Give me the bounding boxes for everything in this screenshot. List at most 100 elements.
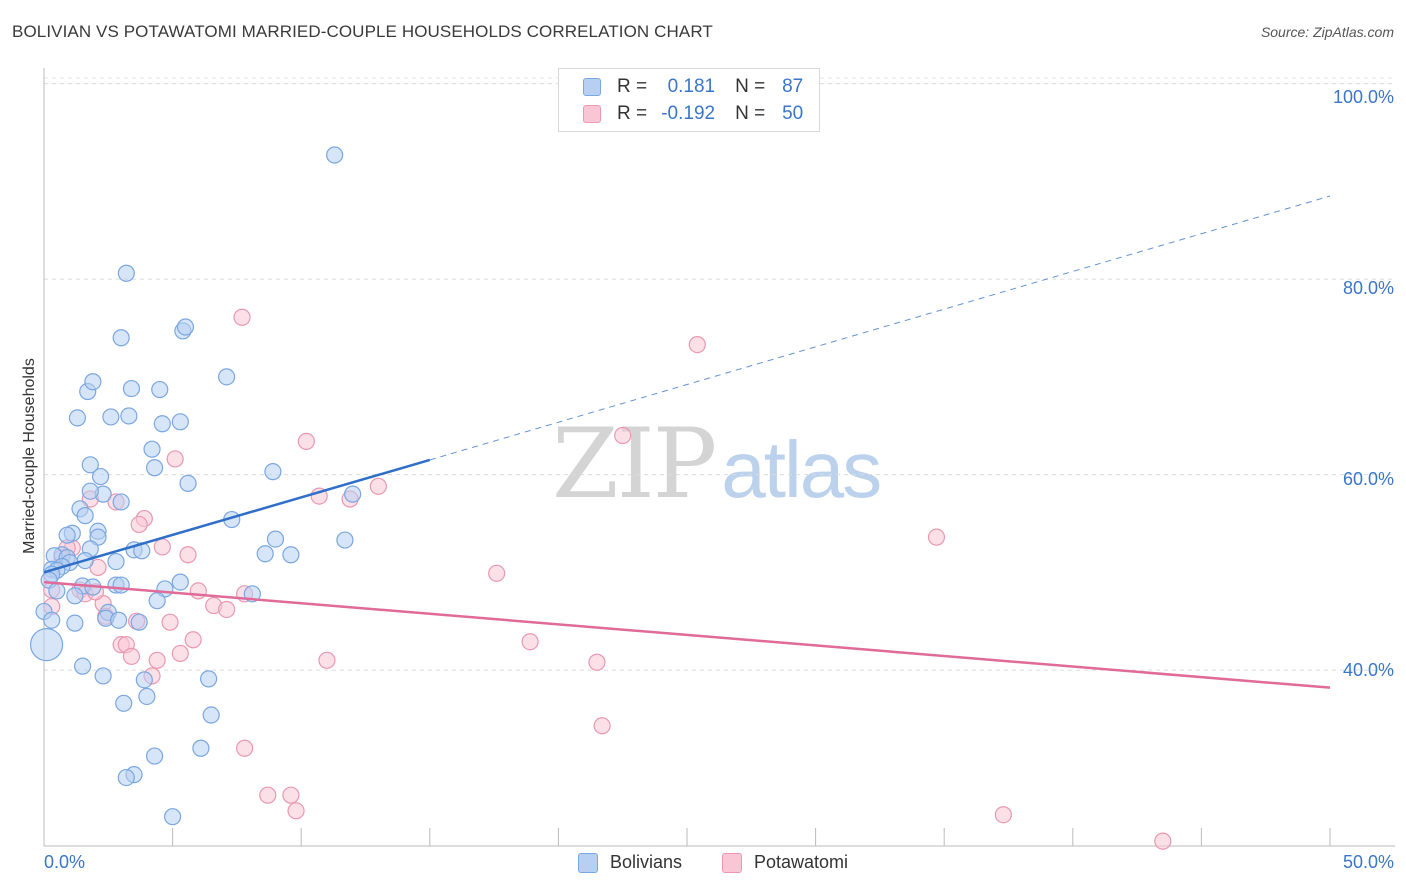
r-label: R = <box>617 103 648 124</box>
bolivians-point <box>107 552 125 571</box>
bolivians-trend-line <box>43 458 431 574</box>
legend-label-potawatomi: Potawatomi <box>754 852 849 872</box>
bolivians-point <box>164 808 182 826</box>
bolivians-point <box>73 657 92 675</box>
potawatomi-point <box>122 647 141 665</box>
bolivians-point <box>179 474 197 492</box>
x-tick-min: 0.0% <box>44 852 86 872</box>
n-value: 50 <box>782 103 804 124</box>
potawatomi-point <box>994 806 1012 824</box>
potawatomi-point <box>189 582 207 600</box>
bolivians-point <box>76 507 94 525</box>
legend-label-bolivians: Bolivians <box>610 852 683 872</box>
potawatomi-point <box>282 786 300 804</box>
watermark-atlas: atlas <box>721 425 882 514</box>
r-value: 0.181 <box>667 76 716 97</box>
bolivians-point <box>117 768 135 787</box>
potawatomi-point <box>369 477 387 495</box>
bolivians-point <box>102 408 120 426</box>
bolivians-point <box>117 264 135 282</box>
potawatomi-point <box>297 432 315 450</box>
bolivians-point <box>145 747 164 765</box>
potawatomi-point <box>233 308 251 326</box>
potawatomi-point <box>171 644 189 663</box>
bolivians-point <box>176 318 195 336</box>
series-legend: Bolivians Potawatomi <box>0 852 1406 876</box>
potawatomi-point <box>927 528 946 546</box>
legend-item-bolivians[interactable]: Bolivians <box>578 852 682 873</box>
potawatomi-point <box>588 653 606 671</box>
potawatomi-point <box>161 613 179 631</box>
potawatomi-point <box>130 515 148 534</box>
potawatomi-point <box>318 651 336 669</box>
bolivians-point <box>109 611 128 629</box>
potawatomi-point <box>153 538 171 556</box>
potawatomi-point <box>688 336 706 354</box>
bolivians-point <box>43 611 61 629</box>
bolivians-point <box>344 485 362 503</box>
watermark-zip: ZIP <box>552 408 717 520</box>
bolivians-point <box>94 667 112 685</box>
bolivians-trend-extension <box>429 195 1331 461</box>
r-value: -0.192 <box>661 103 716 124</box>
bolivians-point <box>171 413 189 431</box>
bolivians-point <box>148 592 166 610</box>
bolivians-point <box>122 379 141 398</box>
potawatomi-trend-line <box>43 580 1331 689</box>
bolivians-point <box>326 146 344 164</box>
bolivians-point <box>145 459 164 477</box>
y-tick-40: 40.0% <box>1342 660 1394 680</box>
bolivians-point <box>143 440 161 458</box>
bolivians-point <box>200 670 218 688</box>
potawatomi-point <box>184 631 202 649</box>
bolivians-point <box>58 526 76 544</box>
bolivians-point <box>112 576 130 594</box>
n-value: 87 <box>782 76 804 97</box>
bolivians-point <box>68 409 87 427</box>
x-tick-max: 50.0% <box>1342 852 1394 872</box>
bolivians-point <box>192 739 210 757</box>
n-label: N = <box>735 76 766 97</box>
bolivians-point <box>120 407 138 425</box>
y-tick-80: 80.0% <box>1342 278 1394 298</box>
potawatomi-point <box>287 802 305 820</box>
potawatomi-point <box>488 564 506 582</box>
bolivians-point <box>112 329 130 347</box>
potawatomi-point <box>614 426 632 445</box>
bolivians-point-large <box>29 628 64 662</box>
chart-title: BOLIVIAN VS POTAWATOMI MARRIED-COUPLE HO… <box>12 22 713 41</box>
bolivians-point <box>112 493 130 511</box>
potawatomi-legend-swatch <box>722 852 742 873</box>
bolivians-point <box>256 545 274 563</box>
source-credit: Source: ZipAtlas.com <box>1260 24 1394 40</box>
potawatomi-point <box>259 786 277 804</box>
stats-row-potawatomi: R = -0.192 N = 50 <box>583 101 803 127</box>
bolivians-point <box>264 463 282 481</box>
bolivians-point <box>115 694 133 712</box>
potawatomi-point <box>218 600 236 619</box>
potawatomi-point <box>521 633 539 651</box>
bolivians-point <box>218 368 236 386</box>
bolivians-point <box>66 587 84 605</box>
legend-item-potawatomi[interactable]: Potawatomi <box>722 852 848 873</box>
bolivians-point <box>151 380 169 399</box>
bolivians-point <box>282 546 300 564</box>
y-tick-100: 100.0% <box>1332 87 1394 107</box>
bolivians-swatch <box>583 78 601 96</box>
watermark: ZIPatlas <box>552 408 882 520</box>
bolivians-point <box>266 530 285 548</box>
r-label: R = <box>617 76 648 97</box>
stats-row-bolivians: R = 0.181 N = 87 <box>583 74 803 100</box>
stats-legend: R = 0.181 N = 87 R = -0.192 N = 50 <box>558 68 820 132</box>
bolivians-point <box>66 614 84 632</box>
bolivians-point <box>130 613 148 631</box>
y-tick-60: 60.0% <box>1342 469 1394 489</box>
bolivians-point <box>81 456 99 474</box>
potawatomi-point <box>179 546 197 564</box>
bolivians-point <box>48 582 66 600</box>
bolivians-legend-swatch <box>578 852 598 873</box>
y-axis-label: Married-couple Households <box>21 358 38 554</box>
bolivians-point <box>336 531 354 549</box>
potawatomi-point <box>236 739 254 757</box>
